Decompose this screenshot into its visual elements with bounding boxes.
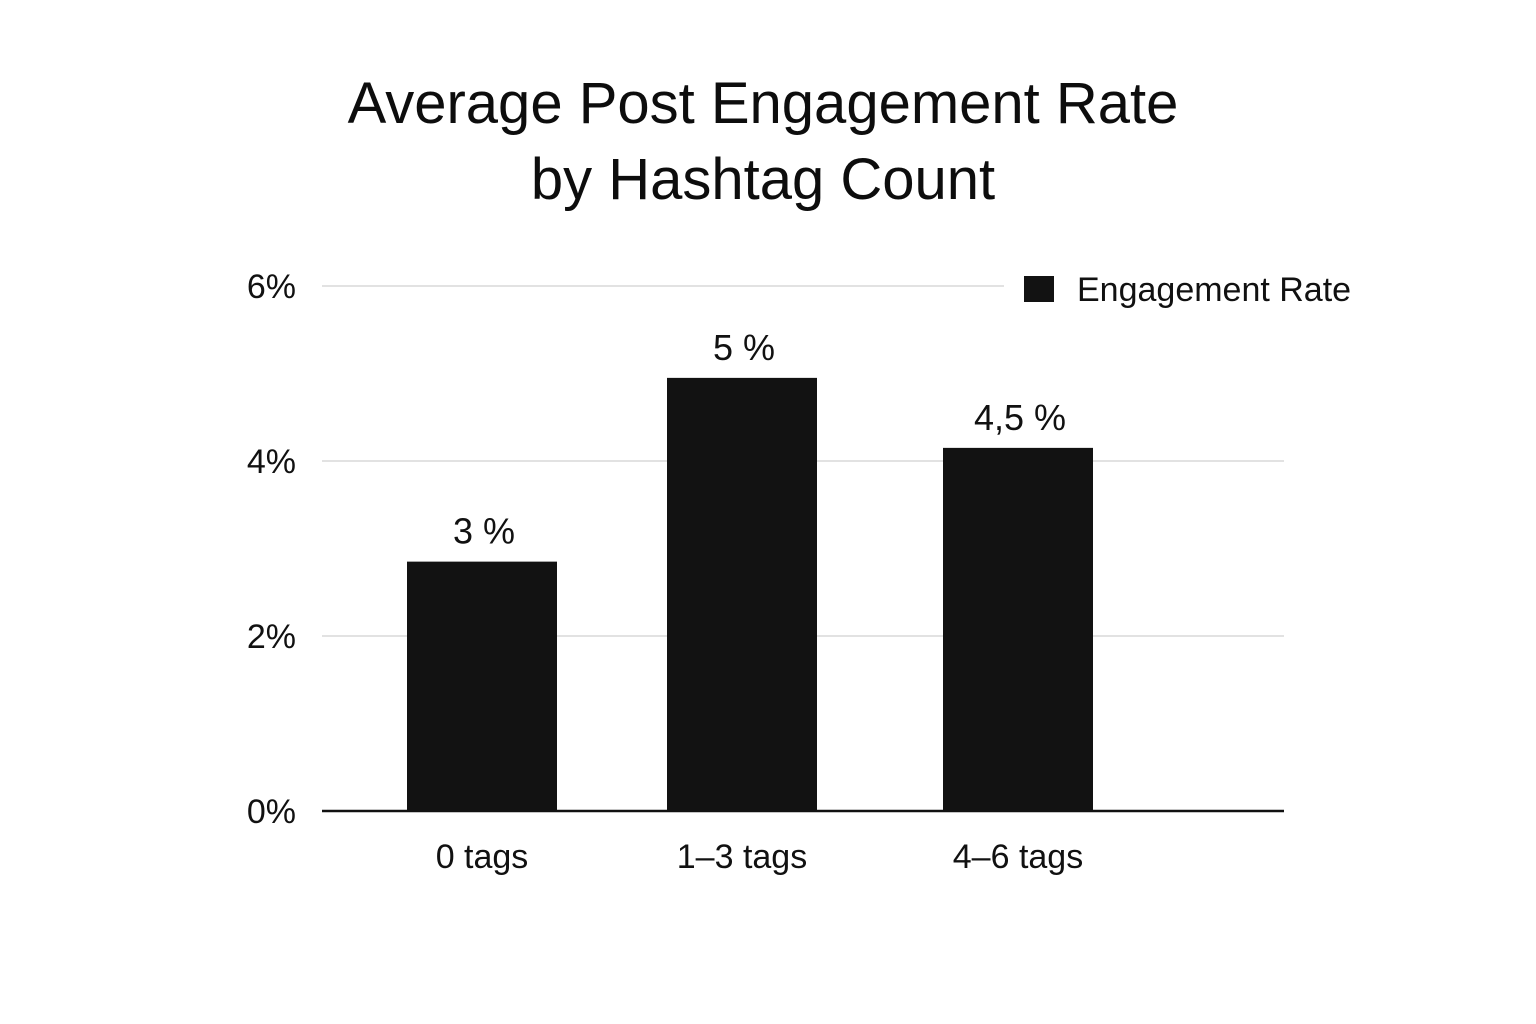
chart-title: Average Post Engagement Rate by Hashtag … [0,66,1526,218]
y-tick-label-0: 0% [247,793,296,831]
bar-2 [943,447,1093,811]
data-label-1: 5 % [713,327,775,368]
data-label-2: 4,5 % [974,397,1066,438]
legend-label: Engagement Rate [1077,271,1351,309]
chart-title-line-2: by Hashtag Count [530,147,996,212]
y-tick-label-6: 6% [247,268,296,306]
bar-1 [667,377,817,811]
bar-0 [407,561,557,811]
data-labels: 3 % 5 % 4,5 % [453,327,1066,552]
legend-swatch [1024,276,1054,302]
bars [407,377,1093,811]
y-tick-label-4: 4% [247,443,296,481]
chart-title-line-1: Average Post Engagement Rate [347,71,1179,136]
x-axis-categories: 0 tags 1–3 tags 4–6 tags [436,838,1084,876]
y-tick-label-2: 2% [247,618,296,656]
y-axis-ticks: 0% 2% 4% 6% [247,268,296,831]
x-category-label-1: 1–3 tags [677,838,807,876]
x-category-label-2: 4–6 tags [953,838,1083,876]
data-label-0: 3 % [453,511,515,552]
x-category-label-0: 0 tags [436,838,529,876]
legend: Engagement Rate [1024,271,1351,309]
